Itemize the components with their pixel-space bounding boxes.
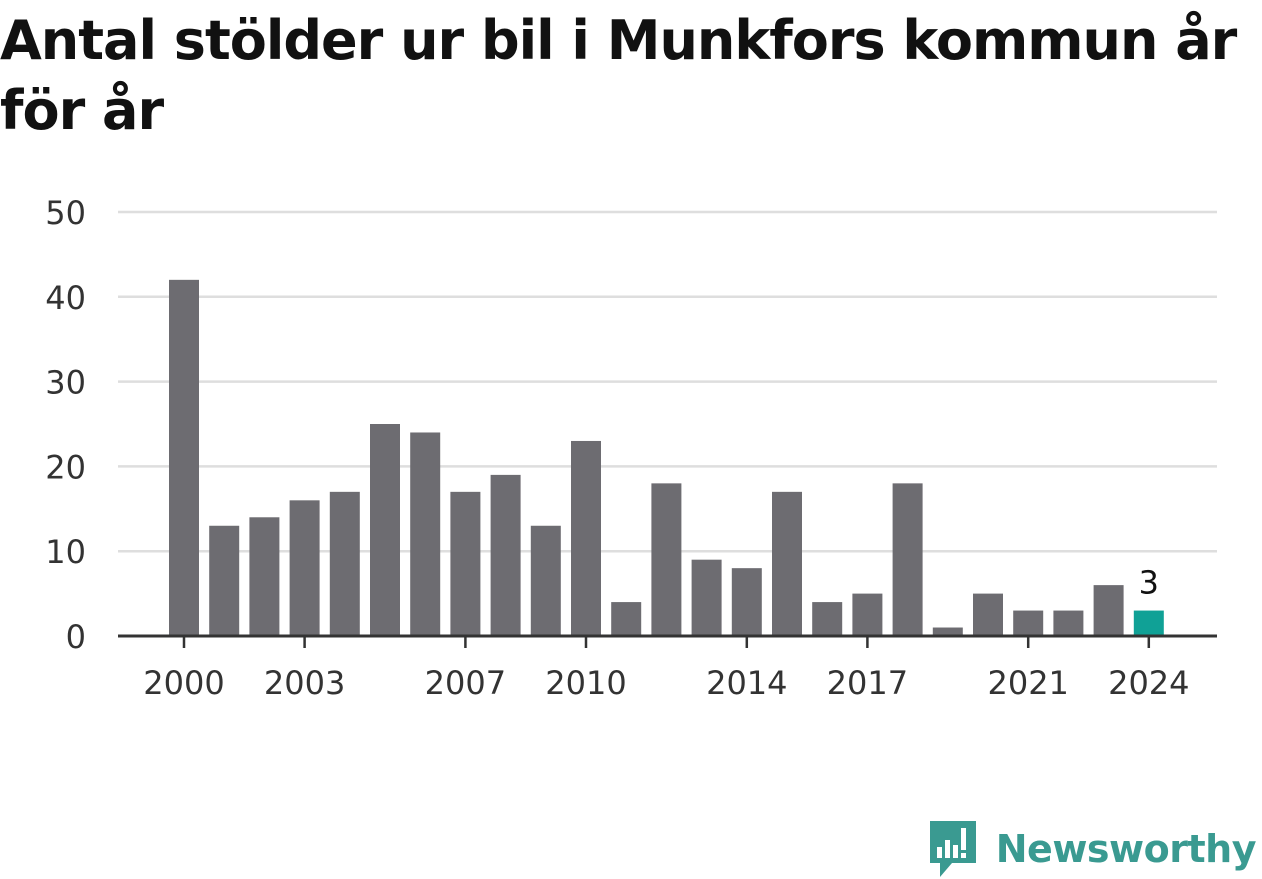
bar [289,500,320,636]
highlight-data-label: 3 [1139,564,1159,602]
bar [1053,610,1084,636]
x-tick-label: 2010 [545,664,626,702]
bar [691,559,722,636]
y-tick-label: 10 [45,533,86,571]
bar [370,424,400,636]
bar [571,440,601,636]
bar [973,593,1003,636]
x-tick-label: 2007 [425,664,506,702]
x-tick-label: 2000 [143,664,224,702]
bar [410,432,441,636]
bar [1093,585,1124,636]
newsworthy-logo-icon [929,821,976,877]
bar [530,525,561,636]
bar [450,491,481,636]
bar [209,525,240,636]
bar [812,602,843,636]
x-tick-label: 2024 [1108,664,1189,702]
brand-logo: Newsworthy [928,819,1257,879]
bar [651,483,682,636]
bar [329,491,360,636]
chart-title: Antal stölder ur bil i Munkfors kommun å… [0,9,1237,142]
bar [852,593,883,636]
bar-highlight [1133,610,1164,636]
y-tick-label: 30 [45,364,86,402]
y-tick-label: 50 [45,194,86,232]
bar [731,568,762,636]
bar [249,517,280,636]
x-tick-label: 2014 [706,664,787,702]
bar [490,474,521,636]
y-tick-label: 0 [66,618,86,656]
x-tick-label: 2003 [264,664,345,702]
bar [932,627,963,636]
y-tick-label: 20 [45,448,86,486]
bar [772,491,802,636]
bar [611,602,642,636]
bar [1013,610,1044,636]
x-tick-label: 2017 [827,664,908,702]
y-tick-label: 40 [45,279,86,317]
bar [169,279,199,636]
x-tick-label: 2021 [987,664,1068,702]
bar [892,483,923,636]
brand-name: Newsworthy [995,827,1257,871]
